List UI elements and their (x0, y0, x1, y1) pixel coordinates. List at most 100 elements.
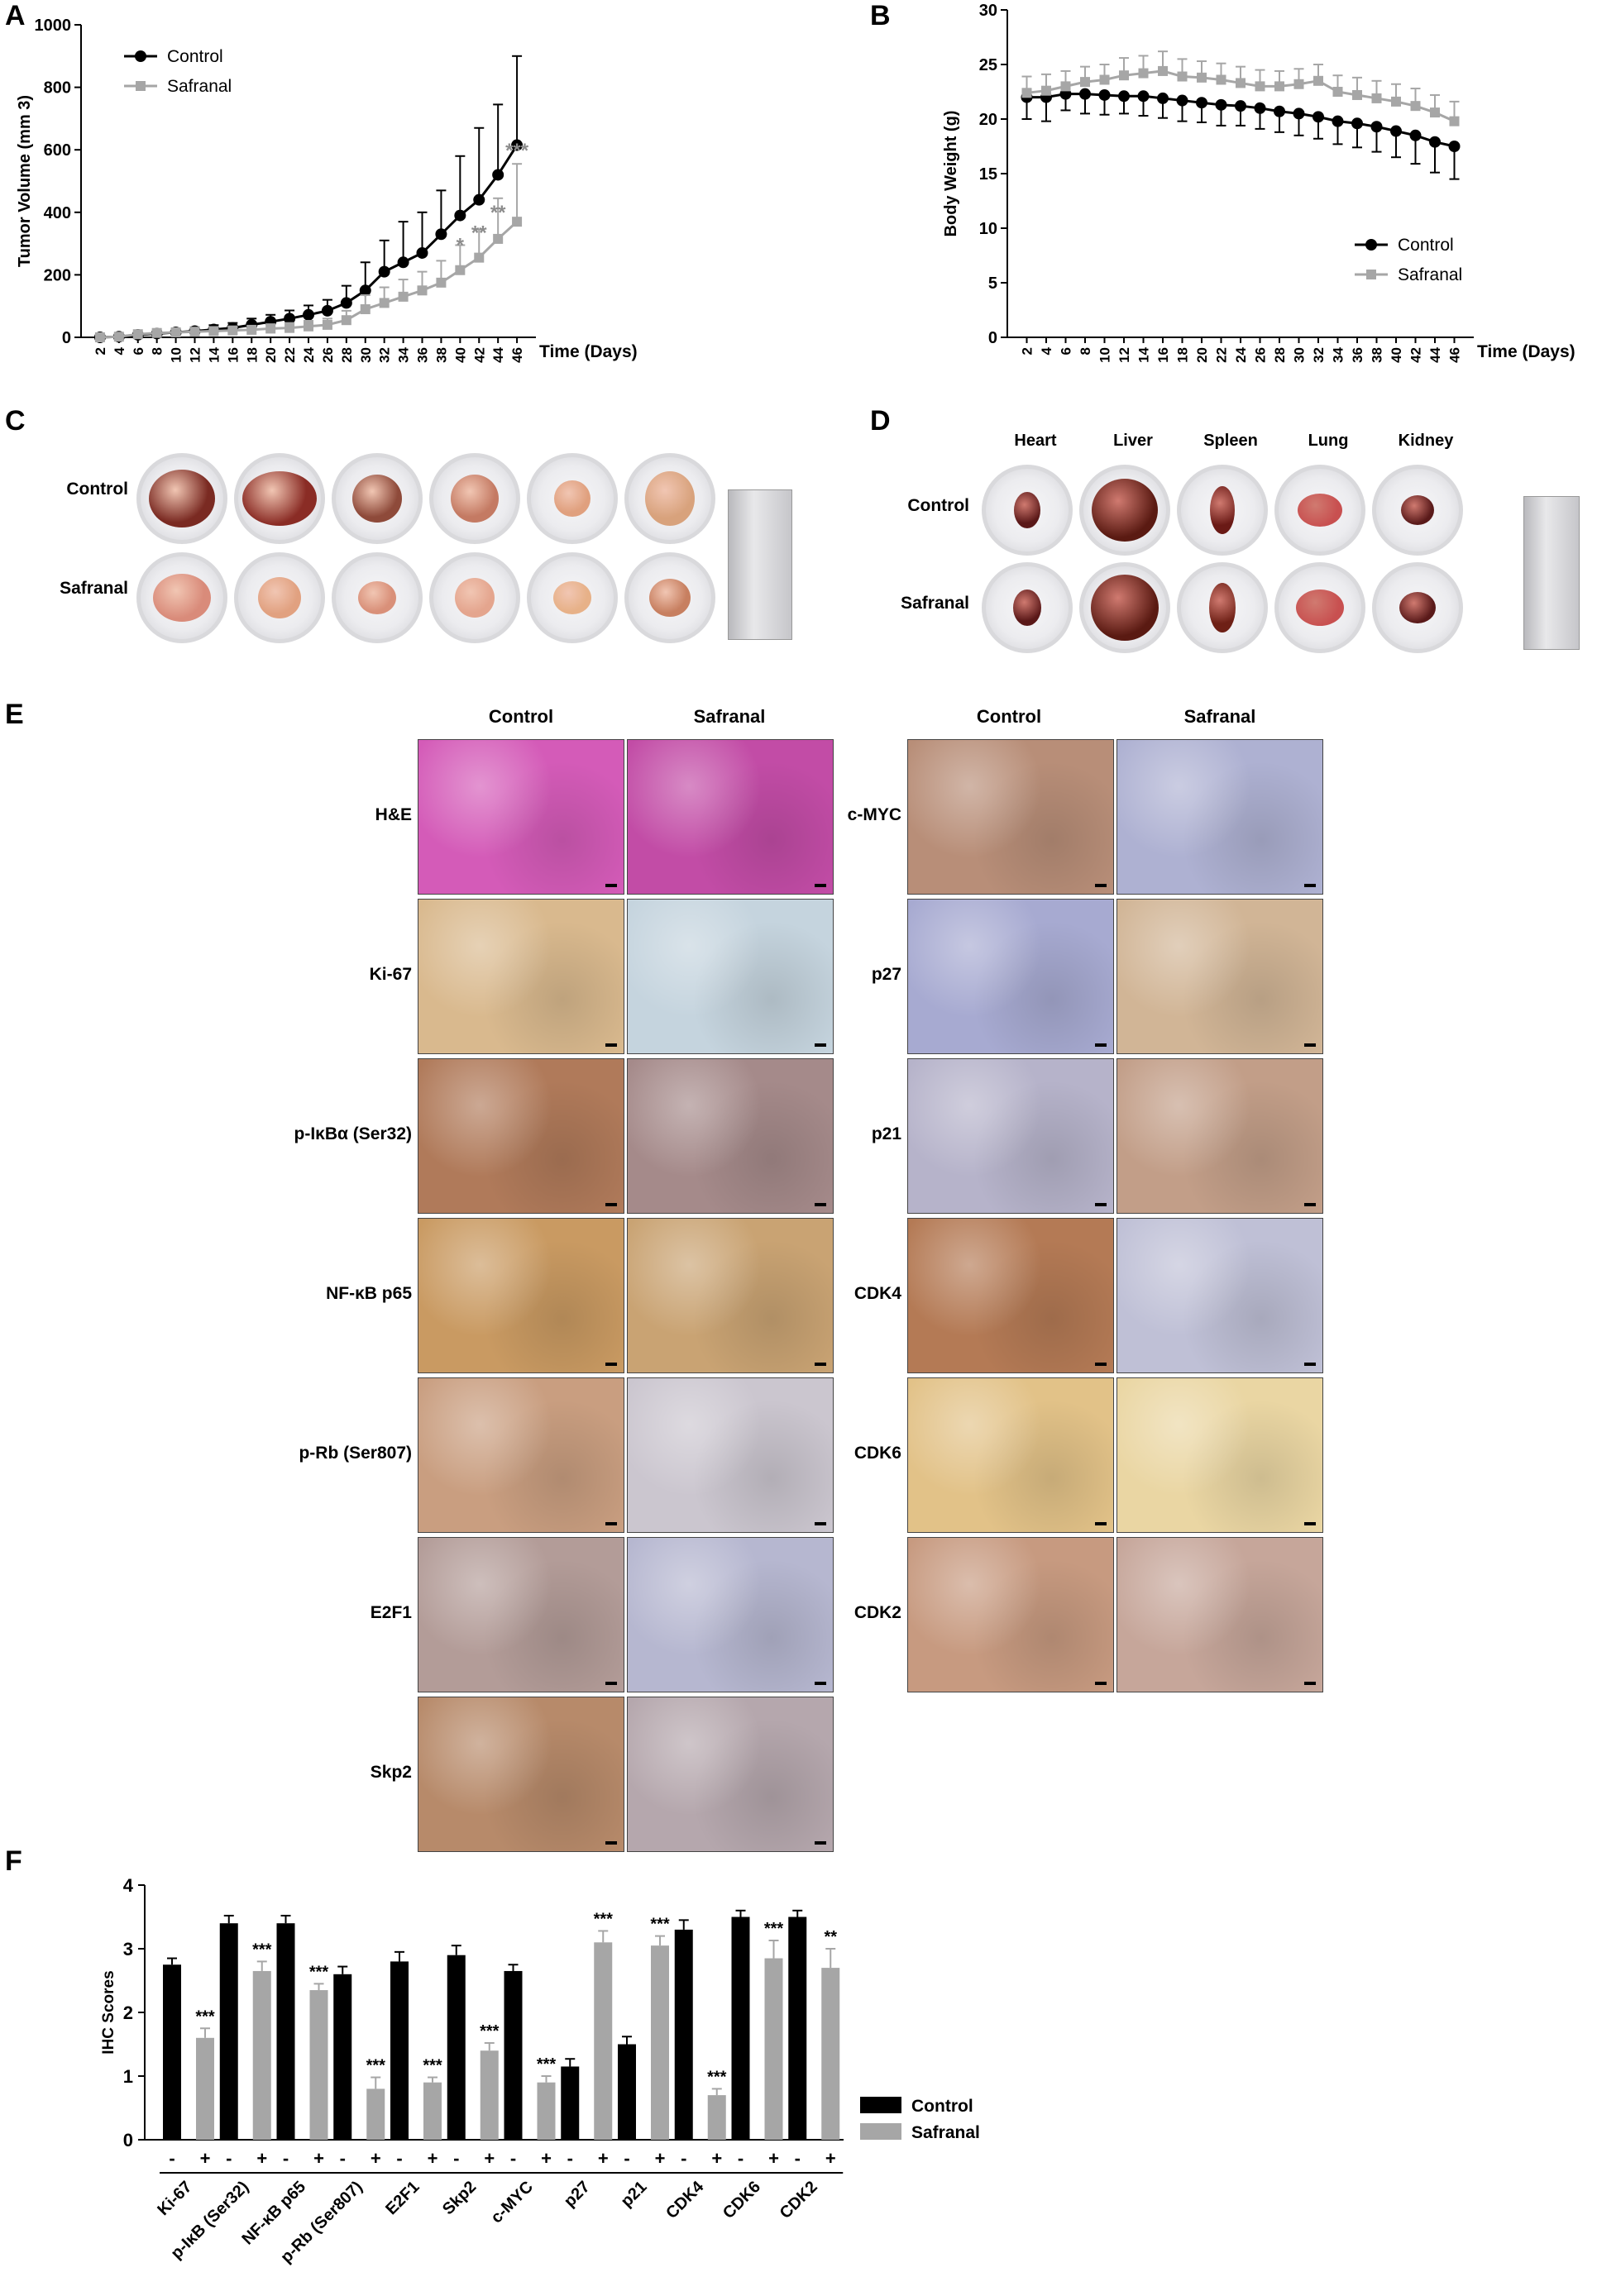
data-point (1449, 116, 1460, 126)
treatment-mark: + (768, 2148, 779, 2169)
bar (333, 1974, 352, 2140)
treatment-mark: + (428, 2148, 438, 2169)
treatment-mark: - (169, 2148, 175, 2169)
data-point (436, 277, 447, 288)
data-point (1176, 94, 1188, 107)
data-point (208, 326, 219, 337)
organ-sample (1014, 492, 1040, 528)
data-point (1391, 96, 1401, 107)
scale-bar (815, 1682, 826, 1685)
organ-header-liver: Liver (1113, 432, 1153, 450)
x-tick-label: 18 (244, 347, 260, 363)
tumor-dish (527, 453, 618, 544)
data-point (304, 321, 313, 332)
data-point (1137, 90, 1150, 103)
tumor-dish (624, 552, 715, 643)
x-tick-label: 24 (301, 346, 317, 362)
ihc-row-label: NF-κB p65 (326, 1284, 412, 1303)
bar (561, 2066, 580, 2140)
x-tick-label: 44 (490, 346, 506, 362)
y-tick-label: 800 (44, 79, 71, 98)
significance-mark: *** (764, 1920, 784, 1938)
x-tick-label: 34 (1331, 346, 1346, 362)
x-tick-label: 18 (1175, 347, 1191, 363)
bar (731, 1917, 750, 2140)
category-label: p21 (618, 2178, 651, 2211)
data-point (1021, 88, 1032, 98)
y-tick-label: 200 (44, 266, 71, 284)
treatment-mark: - (738, 2148, 744, 2169)
organ-sample (1210, 486, 1235, 534)
x-tick-label: 36 (1350, 347, 1365, 363)
data-point (1118, 90, 1130, 103)
data-point (398, 291, 409, 302)
ihc-tile (418, 739, 624, 895)
data-point (94, 332, 105, 342)
treatment-mark: - (453, 2148, 459, 2169)
bar (821, 1968, 840, 2140)
data-point (246, 324, 257, 335)
data-point (1138, 68, 1149, 79)
bar (276, 1923, 295, 2140)
tumor-dish (527, 552, 618, 643)
bar (504, 1970, 523, 2140)
x-tick-label: 40 (452, 347, 468, 363)
data-point (1254, 102, 1266, 114)
ihc-row-label: CDK4 (853, 1284, 901, 1303)
tumor-sample (149, 470, 215, 527)
x-tick-label: 22 (282, 347, 298, 363)
significance-mark: *** (594, 1910, 614, 1928)
scale-bar (1095, 884, 1107, 887)
data-point (1410, 101, 1421, 112)
significance-mark: *** (537, 2055, 557, 2074)
organ-dish (1079, 562, 1170, 653)
x-tick-label: 46 (509, 347, 525, 363)
treatment-mark: + (541, 2148, 552, 2169)
treatment-mark: + (313, 2148, 324, 2169)
panel-letter-a: A (5, 0, 26, 31)
y-tick-label: 25 (979, 56, 997, 74)
organ-sample (1401, 495, 1434, 525)
series-safranal (1021, 50, 1460, 126)
y-tick-label: 4 (123, 1875, 134, 1896)
series-safranal (94, 163, 523, 342)
data-point (378, 265, 390, 278)
organ-sample (1209, 583, 1236, 632)
scale-bar (1304, 1043, 1316, 1047)
y-axis-label: Tumor Volume (mm 3) (16, 95, 34, 267)
organ-sample (1399, 592, 1436, 623)
organ-dish (1372, 562, 1463, 653)
tumor-sample (649, 579, 691, 617)
scale-bar (815, 1363, 826, 1366)
legend-label: Control (911, 2097, 973, 2116)
x-tick-label: 8 (1078, 347, 1093, 355)
ihc-row-label: E2F1 (370, 1603, 412, 1622)
panel-d-organs: Heart Liver Spleen Lung Kidney Control Safra… (870, 413, 1597, 661)
ihc-row-label: CDK2 (853, 1603, 901, 1622)
treatment-mark: - (396, 2148, 402, 2169)
category-label: CDK2 (777, 2178, 821, 2222)
data-point (1332, 115, 1344, 127)
data-point (1293, 79, 1304, 89)
data-point (397, 256, 409, 269)
tumor-sample (554, 480, 591, 517)
x-tick-label: 12 (1116, 347, 1132, 363)
data-point (341, 315, 351, 326)
tumor-dish (624, 453, 715, 544)
tumor-dish (429, 453, 520, 544)
ihc-tile (627, 1058, 834, 1214)
treatment-mark: - (510, 2148, 516, 2169)
legend-entry: Safranal (124, 77, 232, 96)
data-point (1177, 71, 1188, 82)
ihc-row-label: Skp2 (370, 1763, 412, 1782)
data-point (303, 308, 314, 321)
x-tick-label: 2 (93, 347, 108, 355)
ihc-tile (1116, 1377, 1323, 1533)
legend-entry: Safranal (1355, 265, 1462, 284)
category-label: Ki-67 (154, 2178, 195, 2219)
scale-bar (815, 1203, 826, 1206)
ihc-tile (418, 1218, 624, 1373)
organ-dish (1177, 562, 1268, 653)
treatment-mark: + (200, 2148, 211, 2169)
